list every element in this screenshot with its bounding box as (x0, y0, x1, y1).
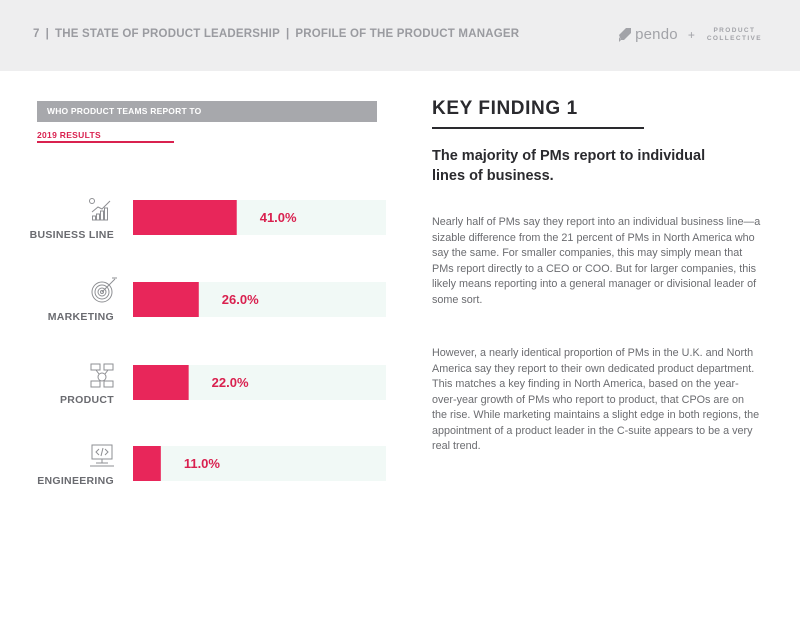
brand-logos: pendo + PRODUCT COLLECTIVE (617, 26, 762, 43)
target-icon (91, 277, 117, 303)
category-label: PRODUCT (60, 394, 114, 406)
brand-plus: + (687, 27, 695, 42)
results-underline (37, 141, 174, 143)
running-header: 7 | THE STATE OF PRODUCT LEADERSHIP | PROFIL… (33, 28, 519, 40)
bar-track (133, 446, 386, 481)
bar-engineering (133, 446, 161, 481)
body-paragraph-1: Nearly half of PMs say they report into … (432, 216, 761, 306)
page-header: 7 | THE STATE OF PRODUCT LEADERSHIP | PROFIL… (0, 0, 800, 71)
chart-growth-icon (89, 198, 111, 221)
bar-product (133, 365, 189, 400)
process-flow-icon (90, 363, 114, 388)
product-collective-logo: PRODUCT COLLECTIVE (707, 27, 762, 43)
key-finding-title: KEY FINDING 1 (432, 98, 578, 119)
results-label: 2019 RESULTS (37, 130, 101, 140)
pc-line-2: COLLECTIVE (706, 34, 762, 42)
key-finding-underline (432, 127, 644, 129)
category-label: BUSINESS LINE (30, 229, 114, 241)
bar-business-line (133, 200, 237, 235)
subsection-title: PROFILE OF THE PRODUCT MANAGER (295, 28, 520, 40)
page-number: 7 (33, 28, 40, 40)
pc-line-1: PRODUCT (713, 26, 756, 34)
body-paragraph-2: However, a nearly identical proportion o… (432, 347, 760, 452)
value-label: 41.0% (260, 210, 297, 225)
separator: | (285, 28, 290, 40)
value-label: 11.0% (184, 456, 221, 471)
category-label: ENGINEERING (37, 475, 114, 487)
section-title: THE STATE OF PRODUCT LEADERSHIP (55, 28, 280, 40)
chart-banner: WHO PRODUCT TEAMS REPORT TO (37, 101, 377, 122)
bar-marketing (133, 282, 199, 317)
key-finding-subtitle: The majority of PMs report to individual… (432, 148, 706, 184)
separator: | (45, 28, 50, 40)
pendo-logo-icon (619, 27, 632, 42)
bar-chart: 41.0% BUSINESS LINE 26.0% MARKETING 22.0% PRO… (30, 198, 386, 487)
chart-title: WHO PRODUCT TEAMS REPORT TO (47, 106, 202, 116)
code-monitor-icon (90, 444, 114, 467)
value-label: 26.0% (222, 292, 259, 307)
pendo-wordmark: pendo (635, 26, 678, 43)
value-label: 22.0% (212, 375, 249, 390)
category-label: MARKETING (48, 311, 114, 323)
